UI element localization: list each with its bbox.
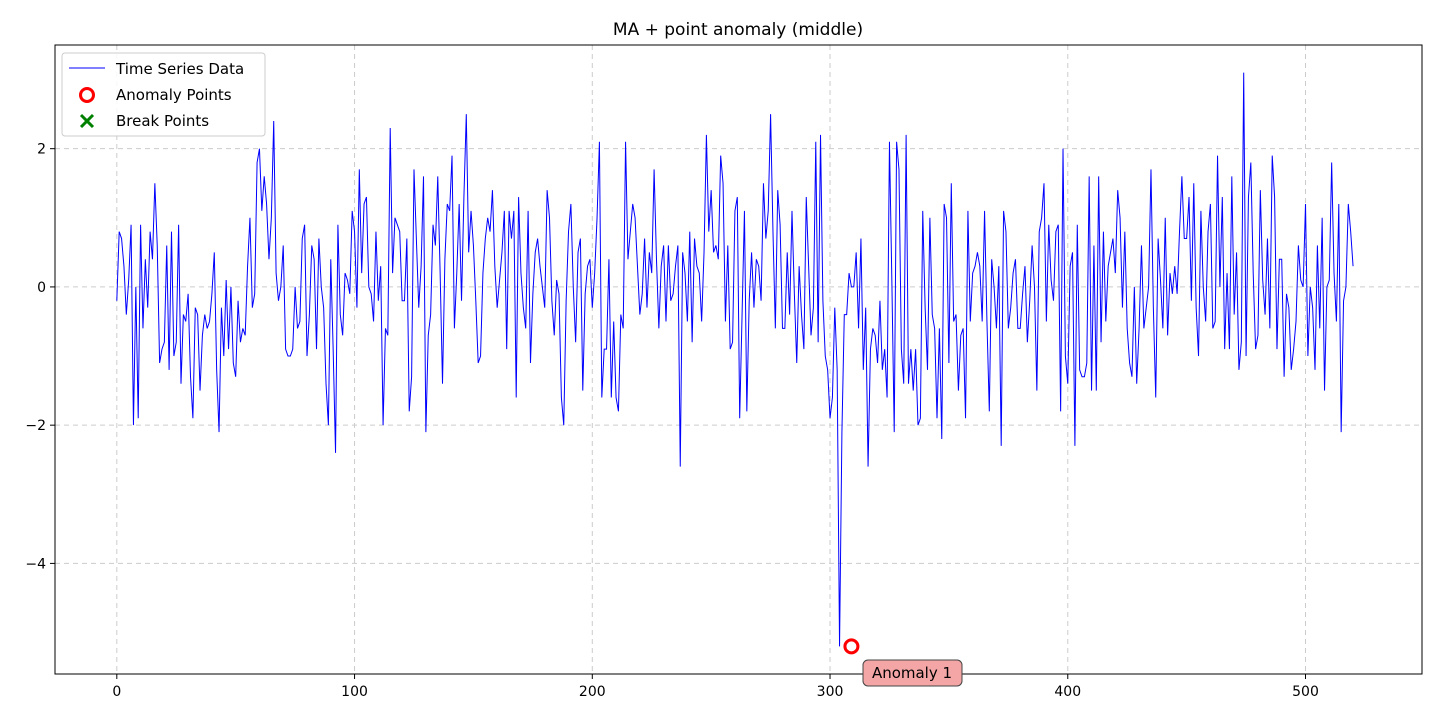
legend-label-anomaly: Anomaly Points [116,86,232,104]
anomaly-layer [843,638,860,655]
y-axis: −4 −2 0 2 [25,142,55,572]
plot-background [55,45,1422,674]
x-tick-label: 100 [341,684,368,700]
grid-x [116,45,1307,674]
y-tick-label: 0 [37,280,46,296]
grid-y [55,148,1422,564]
plot-frame [54,44,1423,675]
legend-label-break: Break Points [116,112,209,130]
x-tick-label: 400 [1054,684,1081,700]
y-tick-label: 2 [37,142,46,158]
y-tick-label: −4 [25,556,46,572]
legend-box [61,52,266,137]
legend-break-marker [79,113,95,129]
series-line-time-series-data [116,72,1354,647]
legend: Time Series Data Anomaly Points Break Po… [61,52,266,137]
chart-title: MA + point anomaly (middle) [613,20,863,40]
x-tick-label: 500 [1292,684,1319,700]
anomaly-point [843,638,860,655]
legend-label-series: Time Series Data [115,60,244,78]
annotation-anomaly-1: Anomaly 1 [862,659,963,687]
annotation-box [862,659,963,687]
y-tick-label: −2 [25,418,46,434]
annotation-label: Anomaly 1 [872,664,952,682]
legend-anomaly-marker [79,87,95,103]
x-tick-label: 0 [112,684,121,700]
x-tick-label: 300 [817,684,844,700]
x-tick-label: 200 [579,684,606,700]
x-axis: 0 100 200 300 400 500 [112,674,1319,700]
